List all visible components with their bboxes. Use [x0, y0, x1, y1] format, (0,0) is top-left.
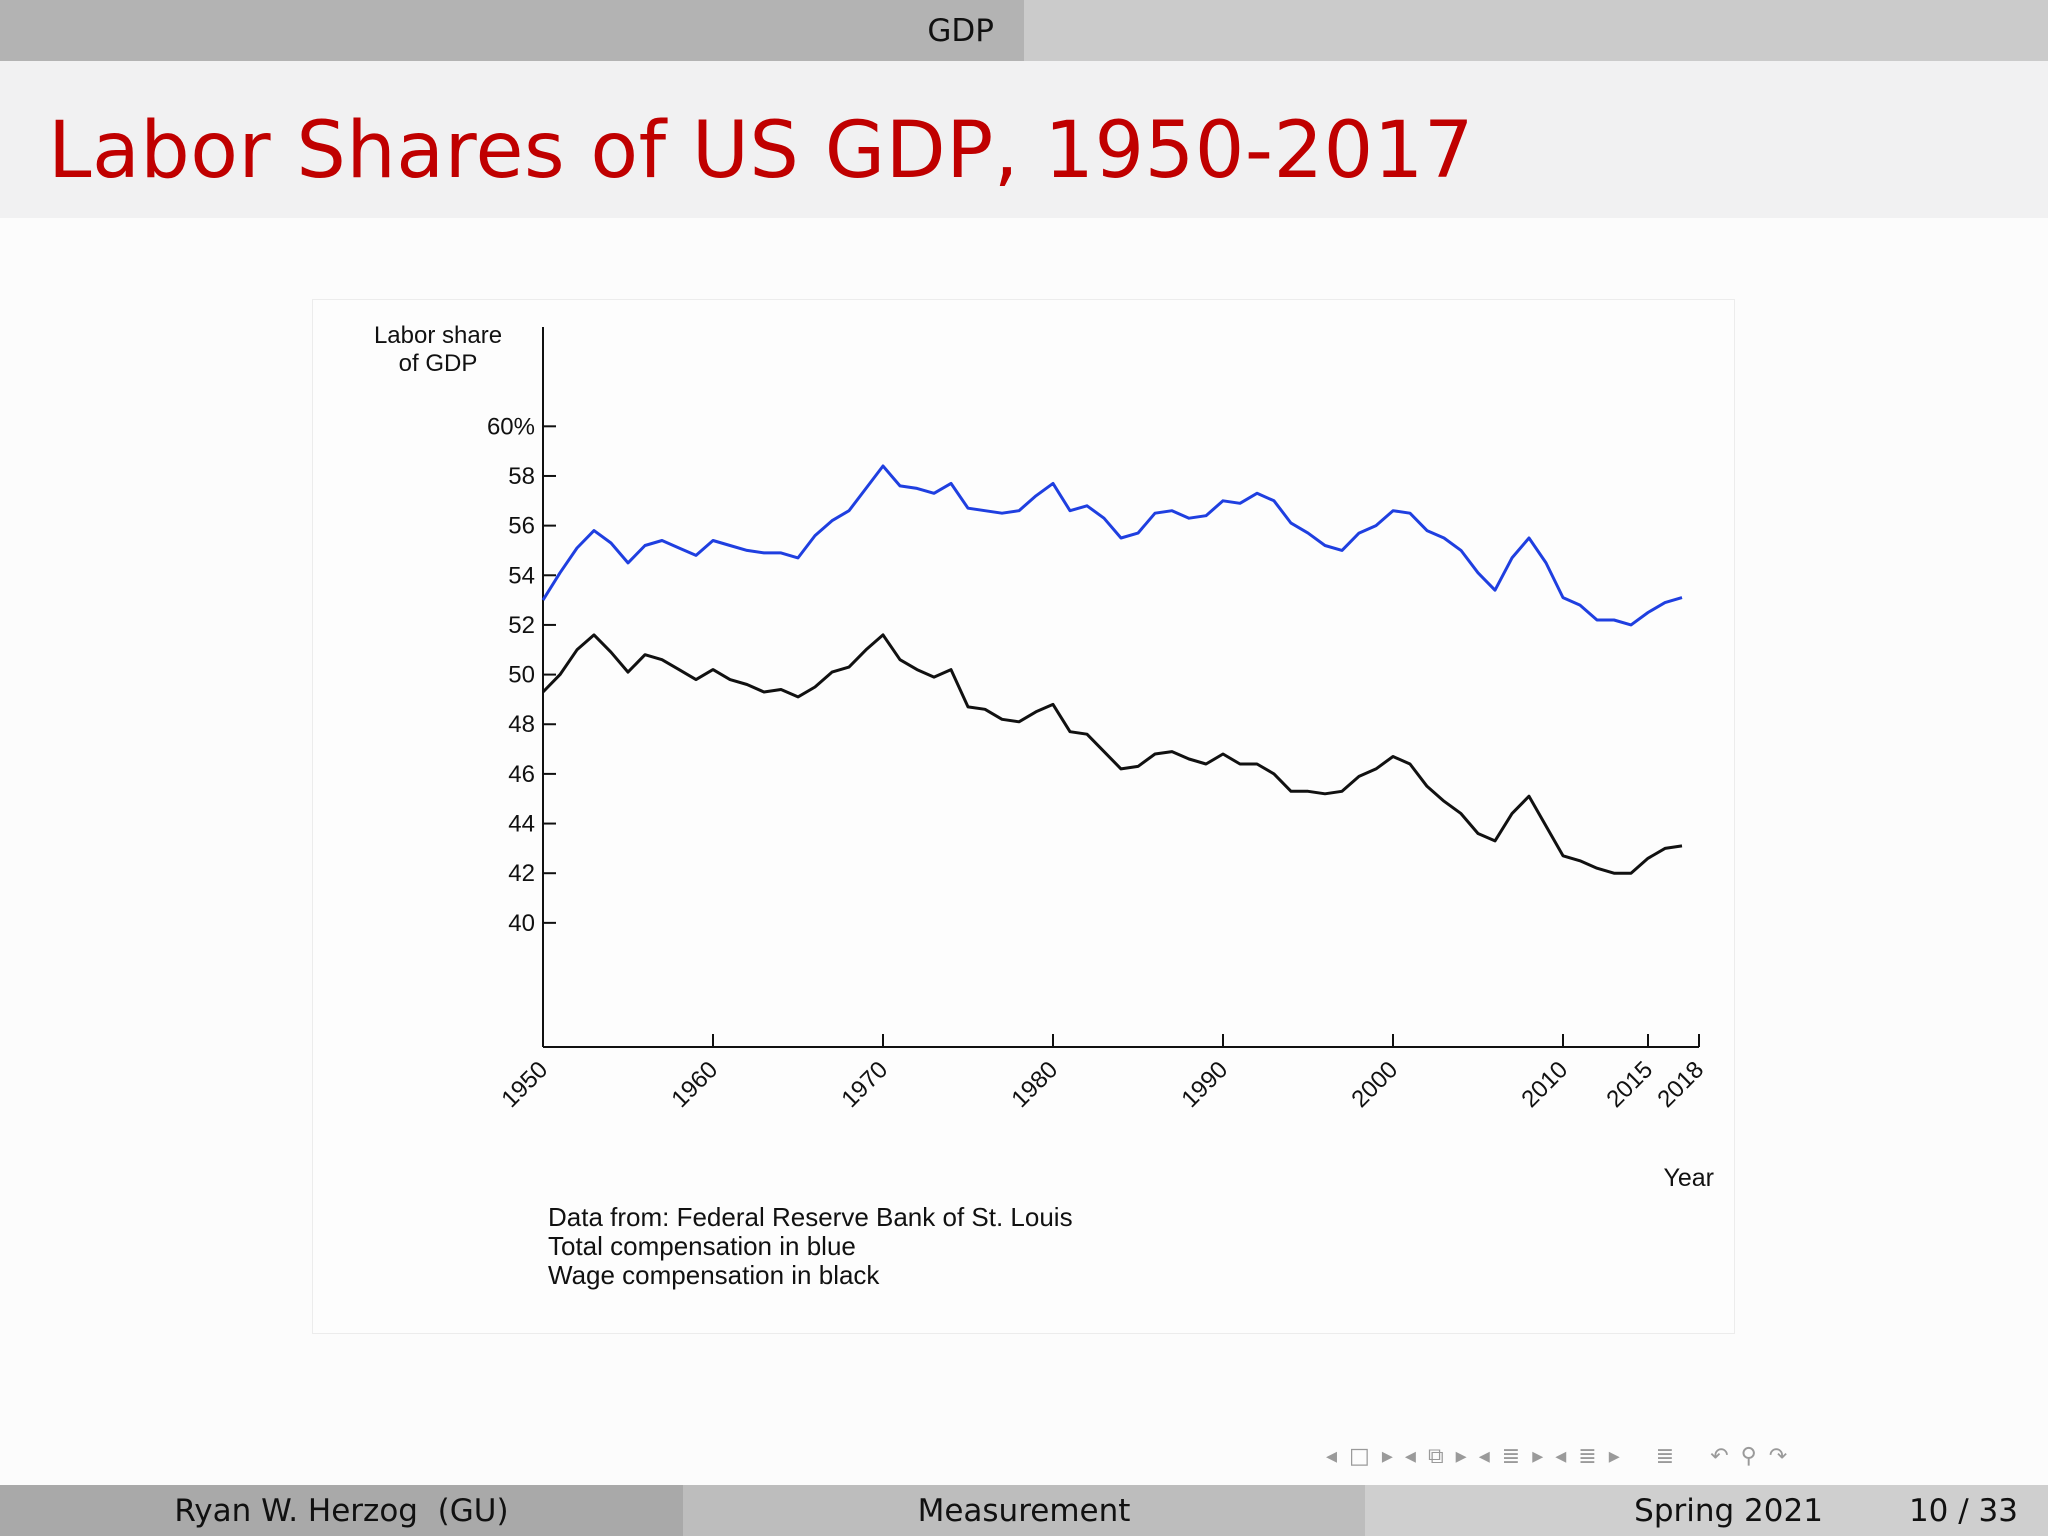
- arrow-left-icon[interactable]: ◂: [1555, 1443, 1567, 1469]
- x-tick-label: 2018: [1652, 1056, 1709, 1113]
- y-tick-label: 54: [508, 562, 535, 589]
- footer-author: Ryan W. Herzog (GU): [174, 1492, 509, 1529]
- arrow-right-icon[interactable]: ▸: [1381, 1443, 1393, 1469]
- x-tick-label: 1980: [1006, 1056, 1063, 1113]
- x-tick-label: 1950: [496, 1056, 553, 1113]
- arrow-right-icon[interactable]: ▸: [1608, 1443, 1620, 1469]
- labor-share-chart: 60% 58 56 54 52 50 48 46 44 42 40 1950 1960 1970 1980…: [374, 322, 1714, 1192]
- redo-icon[interactable]: ↷: [1768, 1443, 1788, 1469]
- undo-icon[interactable]: ↶: [1710, 1443, 1729, 1469]
- section-title[interactable]: GDP: [927, 12, 994, 49]
- source-note: Data from: Federal Reserve Bank of St. L…: [548, 1202, 1073, 1232]
- footer-meta-segment: Spring 2021 10 / 33: [1365, 1485, 2048, 1536]
- subsection-icon[interactable]: ⧉: [1427, 1443, 1444, 1469]
- chart-figure: 60% 58 56 54 52 50 48 46 44 42 40 1950 1960 1970 1980…: [312, 299, 1735, 1334]
- x-tick-label: 1970: [836, 1056, 893, 1113]
- y-tick-label: 44: [508, 811, 535, 838]
- list-icon[interactable]: ≣: [1578, 1443, 1597, 1469]
- x-tick-label: 2010: [1516, 1056, 1573, 1113]
- footer-page-number: 10 / 33: [1908, 1492, 2018, 1529]
- footer-bar: Ryan W. Herzog (GU) Measurement Spring 2…: [0, 1485, 2048, 1536]
- y-tick-label: 42: [508, 860, 535, 887]
- x-tick-label: 1960: [666, 1056, 723, 1113]
- y-axis-label-line1: Labor share: [374, 322, 502, 349]
- frame-icon[interactable]: □: [1349, 1443, 1370, 1469]
- y-tick-label: 52: [508, 612, 535, 639]
- chart-axes: [542, 327, 1699, 1048]
- x-tick-label: 2000: [1346, 1056, 1403, 1113]
- y-tick-label: 46: [508, 761, 535, 788]
- footer-author-segment: Ryan W. Herzog (GU): [0, 1485, 683, 1536]
- y-tick-label: 60%: [487, 413, 535, 440]
- align-icon[interactable]: ≣: [1655, 1443, 1675, 1469]
- y-axis-label-line2: of GDP: [399, 350, 478, 377]
- arrow-left-icon[interactable]: ◂: [1404, 1443, 1416, 1469]
- search-icon[interactable]: ⚲: [1740, 1443, 1757, 1469]
- section-icon[interactable]: ≣: [1501, 1443, 1521, 1469]
- y-tick-label: 50: [508, 662, 535, 689]
- y-tick-label: 48: [508, 711, 535, 738]
- y-ticks: 60% 58 56 54 52 50 48 46 44 42 40: [487, 413, 556, 937]
- arrow-left-icon[interactable]: ◂: [1478, 1443, 1490, 1469]
- total-comp-note: Total compensation in blue: [548, 1231, 856, 1261]
- y-tick-label: 56: [508, 513, 535, 540]
- section-bar: GDP: [0, 0, 1024, 61]
- x-axis-label: Year: [1663, 1164, 1714, 1192]
- arrow-right-icon[interactable]: ▸: [1455, 1443, 1467, 1469]
- arrow-right-icon[interactable]: ▸: [1532, 1443, 1544, 1469]
- series-lines: [541, 464, 1683, 875]
- footer-topic: Measurement: [917, 1492, 1131, 1529]
- x-tick-label: 2015: [1601, 1056, 1658, 1113]
- beamer-navigation: ◂ □ ▸ ◂ ⧉ ▸ ◂ ≣ ▸ ◂ ≣ ▸ ≣ ↶ ⚲ ↷: [1320, 1440, 1793, 1472]
- title-bar: Labor Shares of US GDP, 1950-2017: [0, 61, 2048, 218]
- top-navigation-bar: GDP: [0, 0, 2048, 61]
- section-bar-filler: [1024, 0, 2048, 61]
- y-tick-label: 40: [508, 910, 535, 937]
- slide-title: Labor Shares of US GDP, 1950-2017: [48, 106, 1475, 196]
- wage-compensation-line: [541, 633, 1683, 875]
- y-tick-label: 58: [508, 463, 535, 490]
- x-tick-label: 1990: [1176, 1056, 1233, 1113]
- footer-term: Spring 2021: [1634, 1492, 1823, 1529]
- chart-notes: Data from: Federal Reserve Bank of St. L…: [548, 1203, 1073, 1290]
- arrow-left-icon[interactable]: ◂: [1326, 1443, 1338, 1469]
- footer-topic-segment: Measurement: [683, 1485, 1365, 1536]
- wage-comp-note: Wage compensation in black: [548, 1260, 880, 1290]
- total-compensation-line: [541, 464, 1683, 627]
